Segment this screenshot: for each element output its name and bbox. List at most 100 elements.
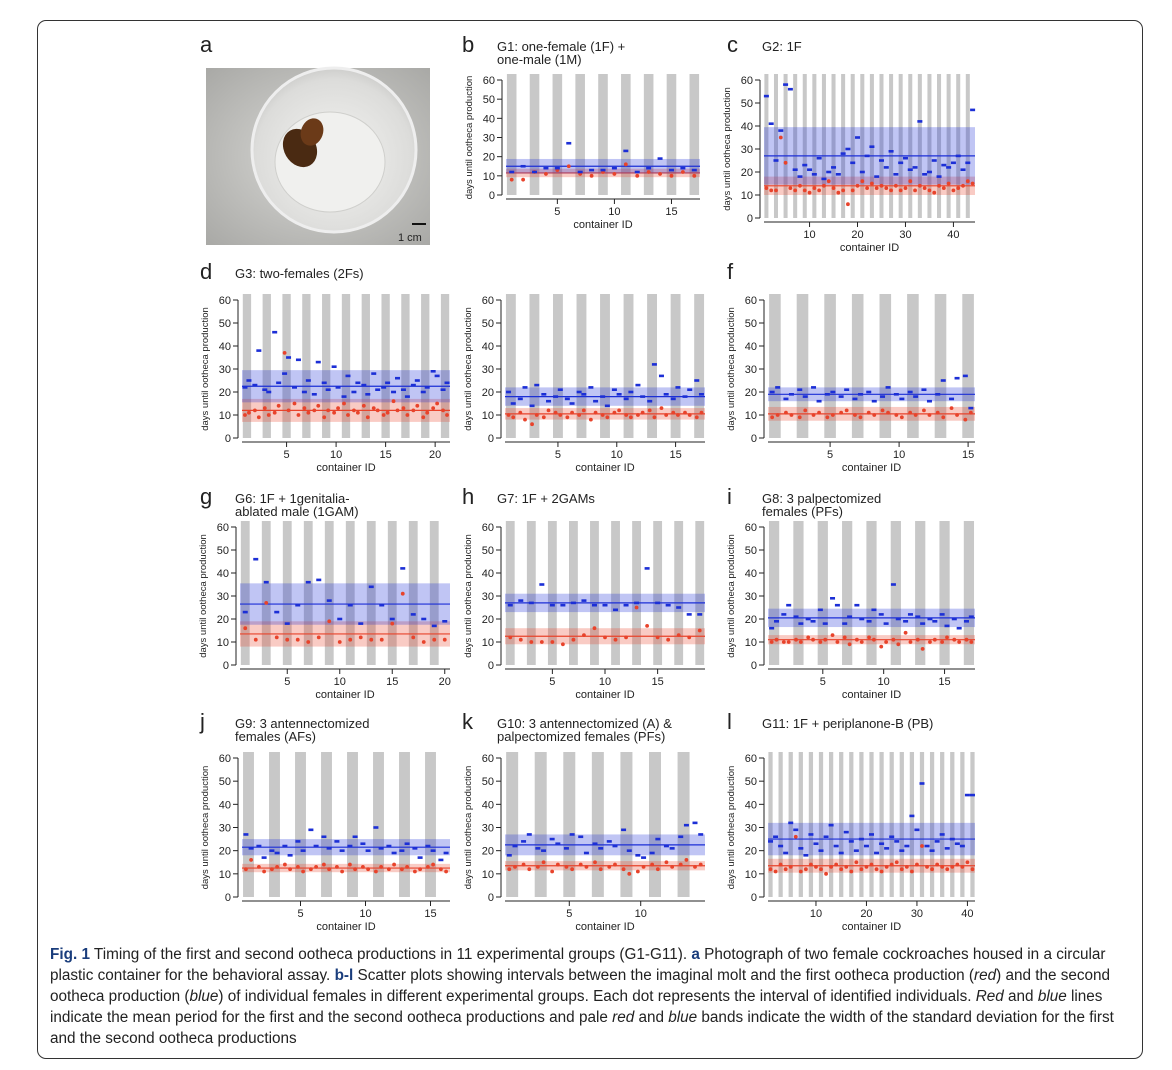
container-stripe	[529, 294, 540, 438]
point	[274, 635, 279, 640]
point	[581, 599, 587, 602]
point	[434, 374, 440, 378]
point	[841, 188, 846, 193]
point	[657, 157, 663, 160]
point	[321, 381, 327, 385]
point	[969, 793, 975, 797]
point	[898, 188, 903, 193]
y-tick-label: 10	[482, 869, 494, 881]
x-tick-label: 20	[851, 229, 863, 241]
point	[365, 393, 371, 396]
x-tick-label: 5	[297, 908, 303, 920]
point	[527, 867, 532, 872]
photo	[206, 66, 430, 245]
x-axis-label: container ID	[315, 689, 374, 701]
point	[314, 864, 318, 869]
panel-letter: g	[200, 484, 212, 509]
point	[783, 867, 788, 872]
point	[783, 160, 788, 165]
point	[613, 608, 619, 612]
container-stripe	[553, 294, 563, 438]
point	[381, 413, 386, 417]
container-stripe	[796, 294, 809, 438]
point	[769, 626, 775, 630]
container-stripe	[408, 521, 418, 665]
container-stripe	[295, 752, 306, 897]
point	[410, 383, 416, 387]
container-stripe	[440, 294, 450, 438]
point	[781, 613, 787, 616]
container-stripe	[940, 752, 945, 897]
point	[784, 410, 788, 415]
y-tick-label: 0	[488, 433, 494, 445]
point	[926, 399, 932, 403]
point	[295, 840, 301, 843]
point	[798, 640, 803, 644]
point	[937, 183, 941, 188]
point	[295, 637, 300, 642]
point	[968, 410, 973, 415]
point	[288, 867, 292, 872]
point	[693, 864, 697, 869]
y-tick-label: 20	[745, 846, 757, 858]
x-axis-label: container ID	[842, 689, 901, 701]
point	[872, 637, 876, 642]
point	[864, 154, 870, 158]
point	[922, 173, 928, 176]
point	[830, 390, 836, 394]
point	[334, 840, 340, 843]
container-stripe	[879, 294, 892, 438]
point	[939, 833, 945, 836]
caption-text: Photograph of two female cockroaches hou…	[50, 946, 1106, 984]
point	[807, 168, 813, 171]
y-axis-label: days until ootheca production	[464, 76, 475, 200]
y-axis-label: days until ootheca production	[198, 534, 209, 658]
point	[664, 860, 669, 865]
point	[823, 835, 829, 839]
container-stripe	[842, 521, 853, 665]
point	[379, 637, 384, 642]
point	[855, 136, 861, 139]
point	[544, 172, 548, 176]
point	[859, 170, 865, 174]
point	[793, 834, 798, 839]
y-tick-label: 20	[482, 846, 494, 858]
point	[634, 605, 639, 610]
point	[593, 860, 597, 865]
point	[445, 413, 449, 417]
point	[532, 170, 538, 174]
caption-text: Scatter plots showing intervals between …	[353, 967, 974, 984]
point	[778, 844, 784, 848]
x-tick-label: 5	[549, 676, 555, 688]
point	[778, 135, 783, 140]
x-tick-label: 5	[820, 676, 826, 688]
caption-text: blue	[1037, 988, 1067, 1005]
point	[889, 188, 893, 193]
point	[764, 186, 769, 191]
point	[698, 833, 704, 836]
point	[647, 399, 653, 403]
point	[878, 159, 884, 162]
point	[520, 164, 526, 168]
y-tick-label: 0	[225, 892, 231, 904]
point	[530, 422, 534, 427]
caption-text: and	[634, 1009, 669, 1026]
point	[405, 864, 409, 869]
y-axis-label: days until ootheca production	[200, 307, 211, 431]
point	[256, 844, 262, 848]
point	[387, 867, 391, 872]
point	[786, 640, 791, 644]
point	[869, 181, 874, 186]
point	[554, 166, 560, 170]
point	[564, 864, 569, 869]
point	[692, 173, 697, 178]
x-tick-label: 5	[555, 449, 561, 461]
plot: 0 10 20 30 40 50 60 5 10 15 container ID days until…	[462, 32, 700, 231]
point	[327, 867, 331, 872]
point	[358, 635, 363, 640]
y-tick-label: 20	[482, 387, 494, 399]
point	[687, 388, 693, 391]
x-tick-label: 15	[386, 676, 398, 688]
point	[787, 87, 793, 91]
